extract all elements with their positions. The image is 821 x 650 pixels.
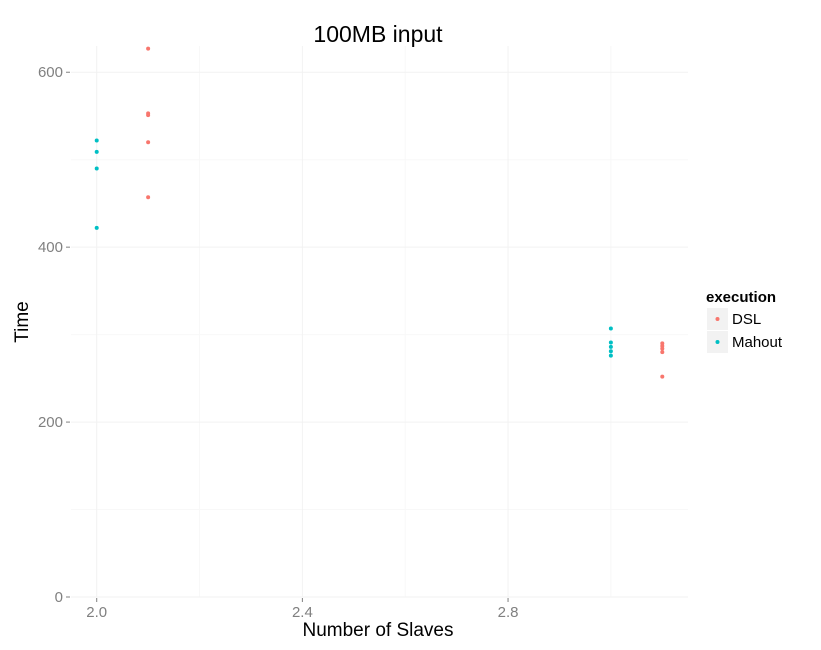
series-dsl xyxy=(146,46,665,379)
data-points xyxy=(94,46,665,379)
chart-title: 100MB input xyxy=(313,21,443,47)
data-point xyxy=(608,326,613,331)
data-point xyxy=(146,140,151,145)
legend-key-dot xyxy=(715,340,720,344)
y-tick-label: 600 xyxy=(38,64,63,81)
y-axis-title: Time xyxy=(12,301,33,343)
data-point xyxy=(608,349,613,354)
data-point xyxy=(608,340,613,345)
x-tick-label: 2.4 xyxy=(292,604,313,621)
data-point xyxy=(608,344,613,349)
x-tick-label: 2.8 xyxy=(498,604,519,621)
data-point xyxy=(146,46,151,51)
x-axis: 2.0 2.4 2.8 xyxy=(86,598,518,621)
data-point xyxy=(146,195,151,200)
data-point xyxy=(94,149,99,154)
x-tick-label: 2.0 xyxy=(86,604,107,621)
data-point xyxy=(608,353,613,358)
legend-label-mahout: Mahout xyxy=(732,334,783,351)
data-point xyxy=(660,350,665,355)
data-point xyxy=(660,346,665,351)
grid-lines xyxy=(71,46,688,598)
legend-title: execution xyxy=(706,289,776,306)
legend-label-dsl: DSL xyxy=(732,311,761,328)
data-point xyxy=(660,374,665,379)
data-point xyxy=(94,138,99,143)
data-point xyxy=(94,225,99,230)
series-mahout xyxy=(94,138,613,358)
legend: execution DSL Mahout xyxy=(706,289,783,353)
data-point xyxy=(146,113,151,118)
y-tick-label: 200 xyxy=(38,414,63,431)
y-tick-label: 400 xyxy=(38,239,63,256)
y-tick-label: 0 xyxy=(55,589,63,606)
x-axis-title: Number of Slaves xyxy=(302,620,453,641)
y-axis: 0 200 400 600 xyxy=(38,64,70,606)
data-point xyxy=(94,166,99,171)
legend-key-dot xyxy=(715,317,720,321)
